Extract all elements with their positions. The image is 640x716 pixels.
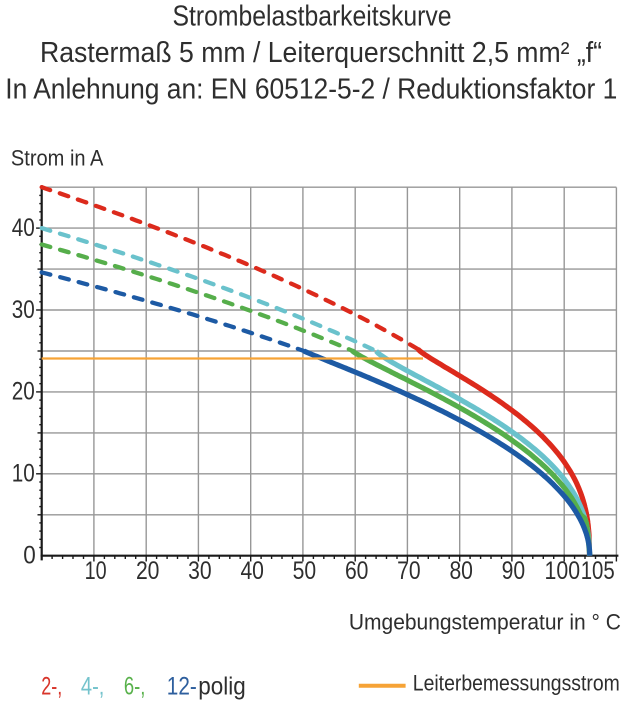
svg-text:In Anlehnung an: EN 60512-5-2: In Anlehnung an: EN 60512-5-2 / Reduktio… (5, 73, 617, 105)
svg-text:100: 100 (545, 557, 581, 585)
svg-text:2-,: 2-, (41, 673, 62, 701)
svg-text:80: 80 (449, 557, 473, 585)
svg-text:Leiterbemessungsstrom: Leiterbemessungsstrom (413, 671, 620, 696)
svg-text:0: 0 (23, 542, 36, 570)
svg-text:105: 105 (581, 557, 615, 585)
svg-text:90: 90 (502, 557, 526, 585)
svg-text:10: 10 (12, 460, 35, 488)
svg-text:polig: polig (198, 673, 246, 701)
svg-text:10: 10 (85, 557, 107, 585)
svg-text:50: 50 (293, 557, 317, 585)
svg-text:Strombelastbarkeitskurve: Strombelastbarkeitskurve (173, 0, 452, 32)
svg-text:20: 20 (136, 557, 160, 585)
svg-text:20: 20 (12, 378, 35, 406)
svg-text:40: 40 (12, 214, 35, 242)
svg-text:70: 70 (397, 557, 421, 585)
svg-text:30: 30 (188, 557, 212, 585)
svg-text:Umgebungstemperatur in ° C: Umgebungstemperatur in ° C (349, 610, 621, 635)
svg-text:4-,: 4-, (81, 673, 105, 701)
svg-text:Strom in A: Strom in A (11, 146, 104, 171)
svg-text:40: 40 (240, 557, 264, 585)
svg-text:60: 60 (345, 557, 369, 585)
svg-text:30: 30 (12, 296, 35, 324)
svg-text:12-: 12- (167, 673, 197, 701)
svg-text:Rastermaß 5 mm / Leiterquersch: Rastermaß 5 mm / Leiterquerschnitt 2,5 m… (40, 37, 602, 69)
svg-text:6-,: 6-, (124, 673, 145, 701)
